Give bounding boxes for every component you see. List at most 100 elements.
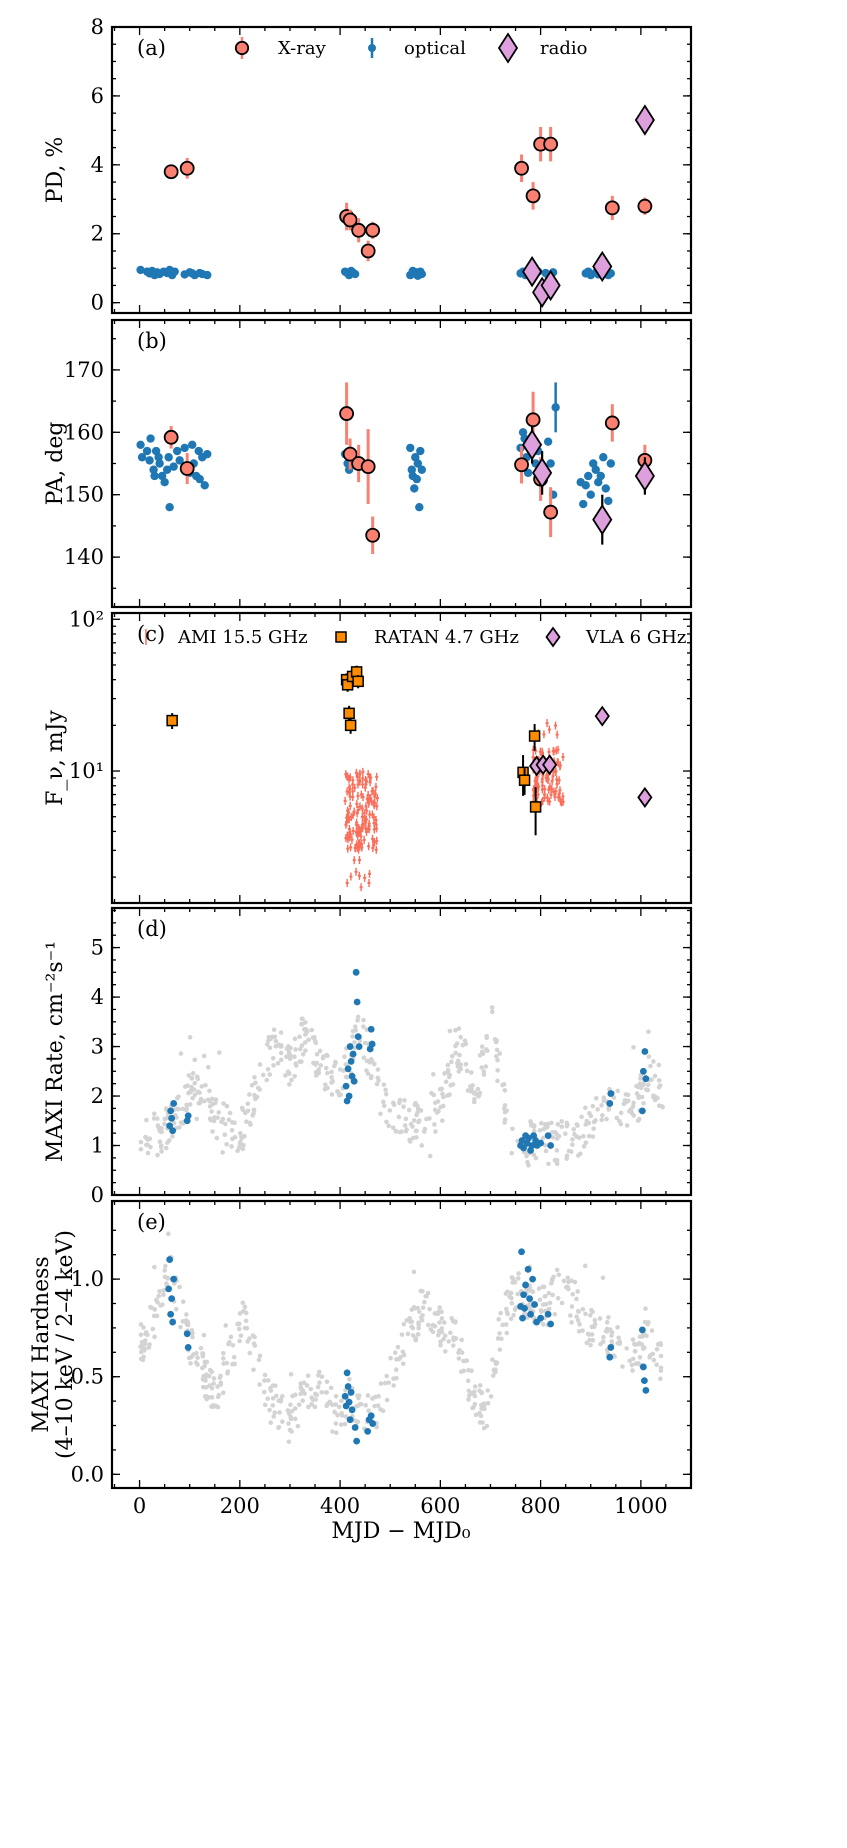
ami-point <box>554 724 558 727</box>
maxi-background-point <box>203 1385 209 1390</box>
ami-point <box>371 847 375 850</box>
ami-point <box>375 827 379 830</box>
xray-point <box>525 412 541 428</box>
radio-point <box>634 460 655 492</box>
maxi-background-point <box>268 1388 274 1393</box>
maxi-background-point <box>264 1077 269 1083</box>
maxi-background-point <box>383 1087 388 1093</box>
maxi-background-point <box>497 1331 502 1336</box>
maxi-background-point <box>469 1070 474 1075</box>
maxi-background-point <box>203 1082 208 1088</box>
maxi-background-point <box>265 1396 271 1401</box>
maxi-background-point <box>576 1308 581 1314</box>
maxi-background-point <box>574 1134 580 1140</box>
maxi-background-point <box>218 1373 223 1379</box>
maxi-observation-point <box>518 1137 526 1144</box>
maxi-background-point <box>224 1103 230 1109</box>
maxi-background-point <box>177 1125 182 1130</box>
maxi-background-point <box>265 1378 271 1383</box>
maxi-background-point <box>298 1391 303 1397</box>
maxi-background-point <box>353 1028 358 1033</box>
maxi-background-point <box>211 1118 217 1124</box>
maxi-background-point <box>292 1406 298 1411</box>
ami-point <box>344 773 348 776</box>
maxi-background-point <box>188 1088 194 1093</box>
maxi-background-point <box>410 1325 416 1331</box>
plot-frame <box>110 1199 693 1490</box>
maxi-background-point <box>190 1330 195 1336</box>
plot-frame <box>110 611 693 905</box>
maxi-background-point <box>407 1137 412 1143</box>
maxi-background-point <box>543 1148 549 1154</box>
x-axis-label: MJD − MJD₀ <box>331 1519 470 1544</box>
ami-point <box>352 810 356 813</box>
x-tick-label: 400 <box>320 1494 360 1518</box>
maxi-observation-point <box>642 1386 650 1394</box>
maxi-background-point <box>395 1344 401 1350</box>
optical-point <box>601 484 610 493</box>
ami-point <box>556 761 560 764</box>
ami-point <box>368 781 372 784</box>
maxi-observation-point <box>525 1134 532 1142</box>
maxi-background-point <box>364 1068 369 1073</box>
ami-point <box>354 870 358 873</box>
maxi-background-point <box>221 1390 226 1396</box>
maxi-background-point <box>656 1078 662 1083</box>
maxi-background-point <box>375 1403 381 1408</box>
maxi-background-point <box>175 1095 180 1101</box>
maxi-background-point <box>620 1364 625 1369</box>
maxi-background-point <box>576 1329 582 1334</box>
ami-point <box>555 783 559 786</box>
maxi-background-point <box>481 1403 487 1409</box>
maxi-background-point <box>330 1429 335 1434</box>
maxi-observation-point <box>367 1412 375 1420</box>
ami-point <box>347 827 351 830</box>
maxi-background-point <box>325 1053 330 1059</box>
ami-point <box>374 785 378 788</box>
maxi-background-point <box>312 1038 318 1044</box>
ami-point <box>531 756 535 759</box>
maxi-background-point <box>209 1109 214 1114</box>
maxi-observation-point <box>183 1330 191 1338</box>
ami-point <box>367 881 371 884</box>
maxi-background-point <box>627 1108 632 1114</box>
maxi-background-point <box>260 1072 266 1078</box>
y-axis-label: PD, % <box>43 137 68 204</box>
maxi-observation-point <box>165 1285 173 1293</box>
maxi-background-point <box>195 1362 200 1367</box>
maxi-observation-point <box>522 1281 529 1289</box>
maxi-background-point <box>158 1303 163 1308</box>
optical-point <box>523 468 533 478</box>
maxi-background-point <box>509 1150 514 1156</box>
maxi-background-point <box>192 1092 198 1098</box>
maxi-background-point <box>286 1421 291 1426</box>
maxi-background-point <box>336 1404 342 1410</box>
maxi-background-point <box>155 1152 160 1158</box>
maxi-background-point <box>477 1383 483 1388</box>
maxi-observation-point <box>345 1398 353 1406</box>
ami-point <box>536 775 540 778</box>
maxi-observation-point <box>369 1420 377 1427</box>
maxi-background-point <box>352 1040 357 1045</box>
maxi-background-point <box>310 1397 316 1403</box>
maxi-background-point <box>245 1108 251 1114</box>
maxi-background-point <box>500 1322 505 1328</box>
maxi-background-point <box>205 1064 211 1070</box>
maxi-observation-point <box>168 1295 176 1303</box>
maxi-background-point <box>194 1350 199 1356</box>
maxi-background-point <box>541 1126 547 1132</box>
maxi-background-point <box>469 1390 475 1396</box>
maxi-background-point <box>325 1085 330 1091</box>
maxi-background-point <box>313 1391 318 1397</box>
ami-point <box>545 773 549 776</box>
maxi-background-point <box>381 1103 387 1109</box>
maxi-background-point <box>201 1098 207 1104</box>
maxi-background-point <box>648 1063 653 1069</box>
y-axis-label-second-line: (4–10 keV / 2–4 keV) <box>53 1230 78 1459</box>
maxi-background-point <box>565 1275 571 1281</box>
maxi-observation-point <box>528 1142 536 1149</box>
maxi-background-point <box>638 1076 643 1081</box>
legend-xray-marker <box>234 40 250 56</box>
maxi-background-point <box>363 1402 368 1408</box>
maxi-background-point <box>416 1119 421 1125</box>
